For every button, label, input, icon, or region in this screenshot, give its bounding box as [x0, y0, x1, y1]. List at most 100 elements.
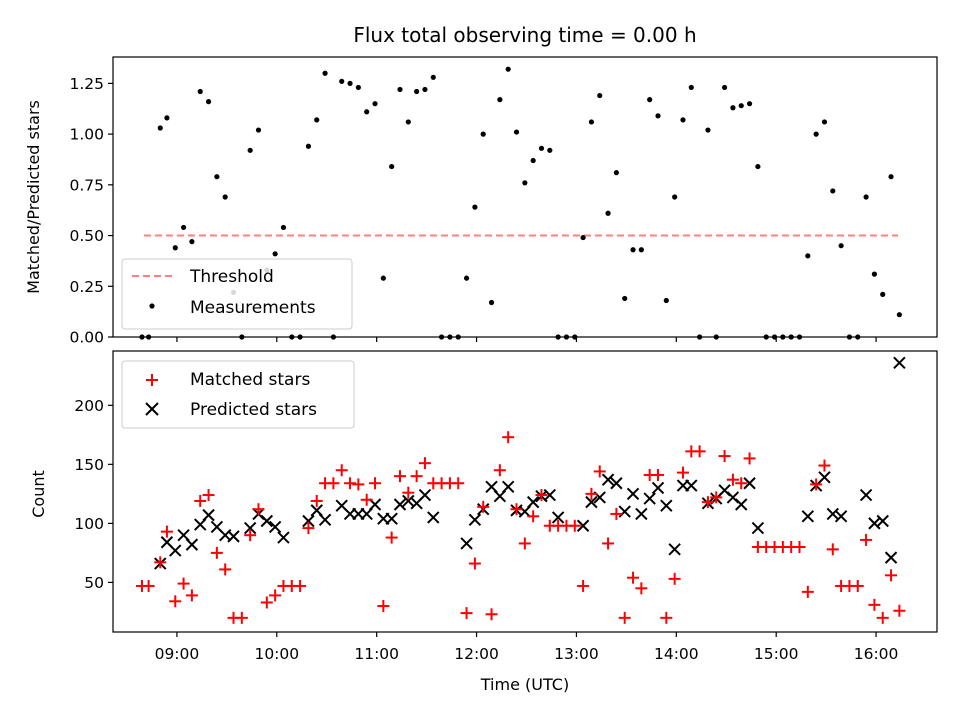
- bottom-legend-matched-swatch: [146, 374, 158, 386]
- measurement-point: [688, 84, 694, 91]
- matched-star-point: [477, 500, 490, 513]
- matched-star-point: [302, 522, 315, 535]
- measurement-point: [871, 271, 878, 277]
- matched-star-point: [393, 470, 406, 483]
- measurement-point: [647, 97, 653, 103]
- matched-star-point: [344, 477, 357, 490]
- matched-star-point: [502, 431, 515, 444]
- matched-star-point: [660, 611, 673, 624]
- predicted-star-point: [668, 543, 681, 556]
- measurement-point: [896, 312, 902, 318]
- predicted-star-point: [834, 510, 848, 523]
- measurement-point: [622, 295, 628, 302]
- bottom-legend-matched-label: Matched stars: [190, 370, 310, 390]
- measurement-point: [580, 234, 586, 241]
- measurement-point: [189, 239, 195, 245]
- bottom-ytick-label: 150: [74, 456, 104, 474]
- measurement-point: [730, 105, 736, 111]
- measurement-point: [597, 92, 603, 99]
- measurement-point: [405, 119, 411, 125]
- measurement-point: [414, 88, 420, 95]
- predicted-star-point: [268, 520, 282, 534]
- matched-star-point: [793, 540, 806, 553]
- xtick-label: 13:00: [554, 645, 599, 663]
- matched-star-point: [210, 546, 223, 559]
- bottom-legend-predicted-label: Predicted stars: [190, 400, 317, 420]
- matched-star-point: [194, 494, 207, 507]
- measurement-point: [472, 204, 478, 210]
- measurement-point: [480, 131, 486, 137]
- matched-star-point: [402, 486, 415, 499]
- bottom-ytick-label: 50: [84, 574, 104, 592]
- predicted-star-point: [685, 479, 698, 492]
- predicted-star-point: [277, 531, 290, 544]
- matched-star-point: [460, 607, 473, 620]
- measurement-point: [830, 188, 836, 194]
- bottom-legend-predicted-swatch: [145, 402, 159, 416]
- measurement-point: [505, 66, 511, 72]
- measurement-point: [547, 147, 553, 153]
- matched-star-point: [160, 525, 173, 538]
- measurement-point: [247, 147, 253, 153]
- predicted-star-point: [585, 495, 598, 509]
- matched-star-point: [535, 489, 548, 502]
- measurement-point: [680, 117, 686, 123]
- measurement-point: [255, 127, 262, 133]
- measurement-point: [705, 127, 711, 133]
- predicted-star-point: [626, 487, 640, 501]
- predicted-star-point: [543, 488, 557, 502]
- predicted-star-point: [243, 521, 257, 535]
- matched-star-point: [860, 533, 873, 546]
- matched-star-point: [893, 604, 906, 617]
- matched-star-point: [876, 611, 889, 624]
- top-legend: Threshold Measurements: [121, 258, 353, 330]
- top-legend-measurements-label: Measurements: [190, 298, 316, 318]
- predicted-star-point: [610, 477, 623, 490]
- matched-star-point: [801, 585, 814, 598]
- matched-star-point: [668, 572, 681, 585]
- measurement-point: [355, 84, 361, 91]
- measurement-point: [738, 103, 744, 109]
- predicted-star-point: [635, 507, 648, 521]
- matched-star-point: [527, 510, 540, 523]
- measurement-point: [655, 113, 661, 119]
- predicted-star-point: [601, 473, 615, 486]
- measurement-point: [613, 170, 619, 176]
- measurement-point: [522, 180, 528, 186]
- matched-star-point: [602, 537, 615, 550]
- predicted-star-point: [418, 488, 432, 502]
- predicted-star-point: [385, 512, 398, 525]
- matched-star-point: [743, 452, 756, 465]
- matched-star-point: [710, 491, 723, 504]
- xtick-label: 10:00: [254, 645, 299, 663]
- predicted-star-point: [227, 530, 240, 543]
- predicted-star-point: [427, 511, 440, 524]
- matched-star-point: [244, 529, 257, 542]
- matched-star-point: [693, 445, 706, 458]
- top-ytick-label: 1.25: [69, 75, 104, 93]
- predicted-star-point: [818, 471, 831, 484]
- matched-star-point: [885, 569, 898, 582]
- predicted-star-point: [651, 481, 665, 495]
- xtick-label: 14:00: [654, 645, 699, 663]
- measurement-point: [630, 247, 636, 253]
- predicted-star-point: [501, 480, 515, 493]
- matched-star-point: [726, 473, 739, 486]
- matched-star-point: [635, 582, 648, 595]
- matched-star-point: [452, 477, 465, 490]
- xtick-label: 15:00: [754, 645, 799, 663]
- measurement-point: [339, 78, 345, 84]
- matched-star-point: [219, 563, 232, 576]
- measurement-point: [380, 275, 386, 281]
- measurement-point: [214, 174, 220, 180]
- matched-star-point: [701, 496, 714, 509]
- matched-star-point: [177, 577, 190, 590]
- top-ytick-label: 1.00: [69, 126, 104, 144]
- measurement-point: [397, 86, 403, 93]
- predicted-star-point: [551, 511, 565, 524]
- matched-star-point: [510, 503, 523, 516]
- measurement-point: [280, 224, 287, 231]
- top-legend-box: [121, 258, 353, 330]
- matched-star-point: [618, 611, 631, 624]
- predicted-star-point: [185, 538, 199, 551]
